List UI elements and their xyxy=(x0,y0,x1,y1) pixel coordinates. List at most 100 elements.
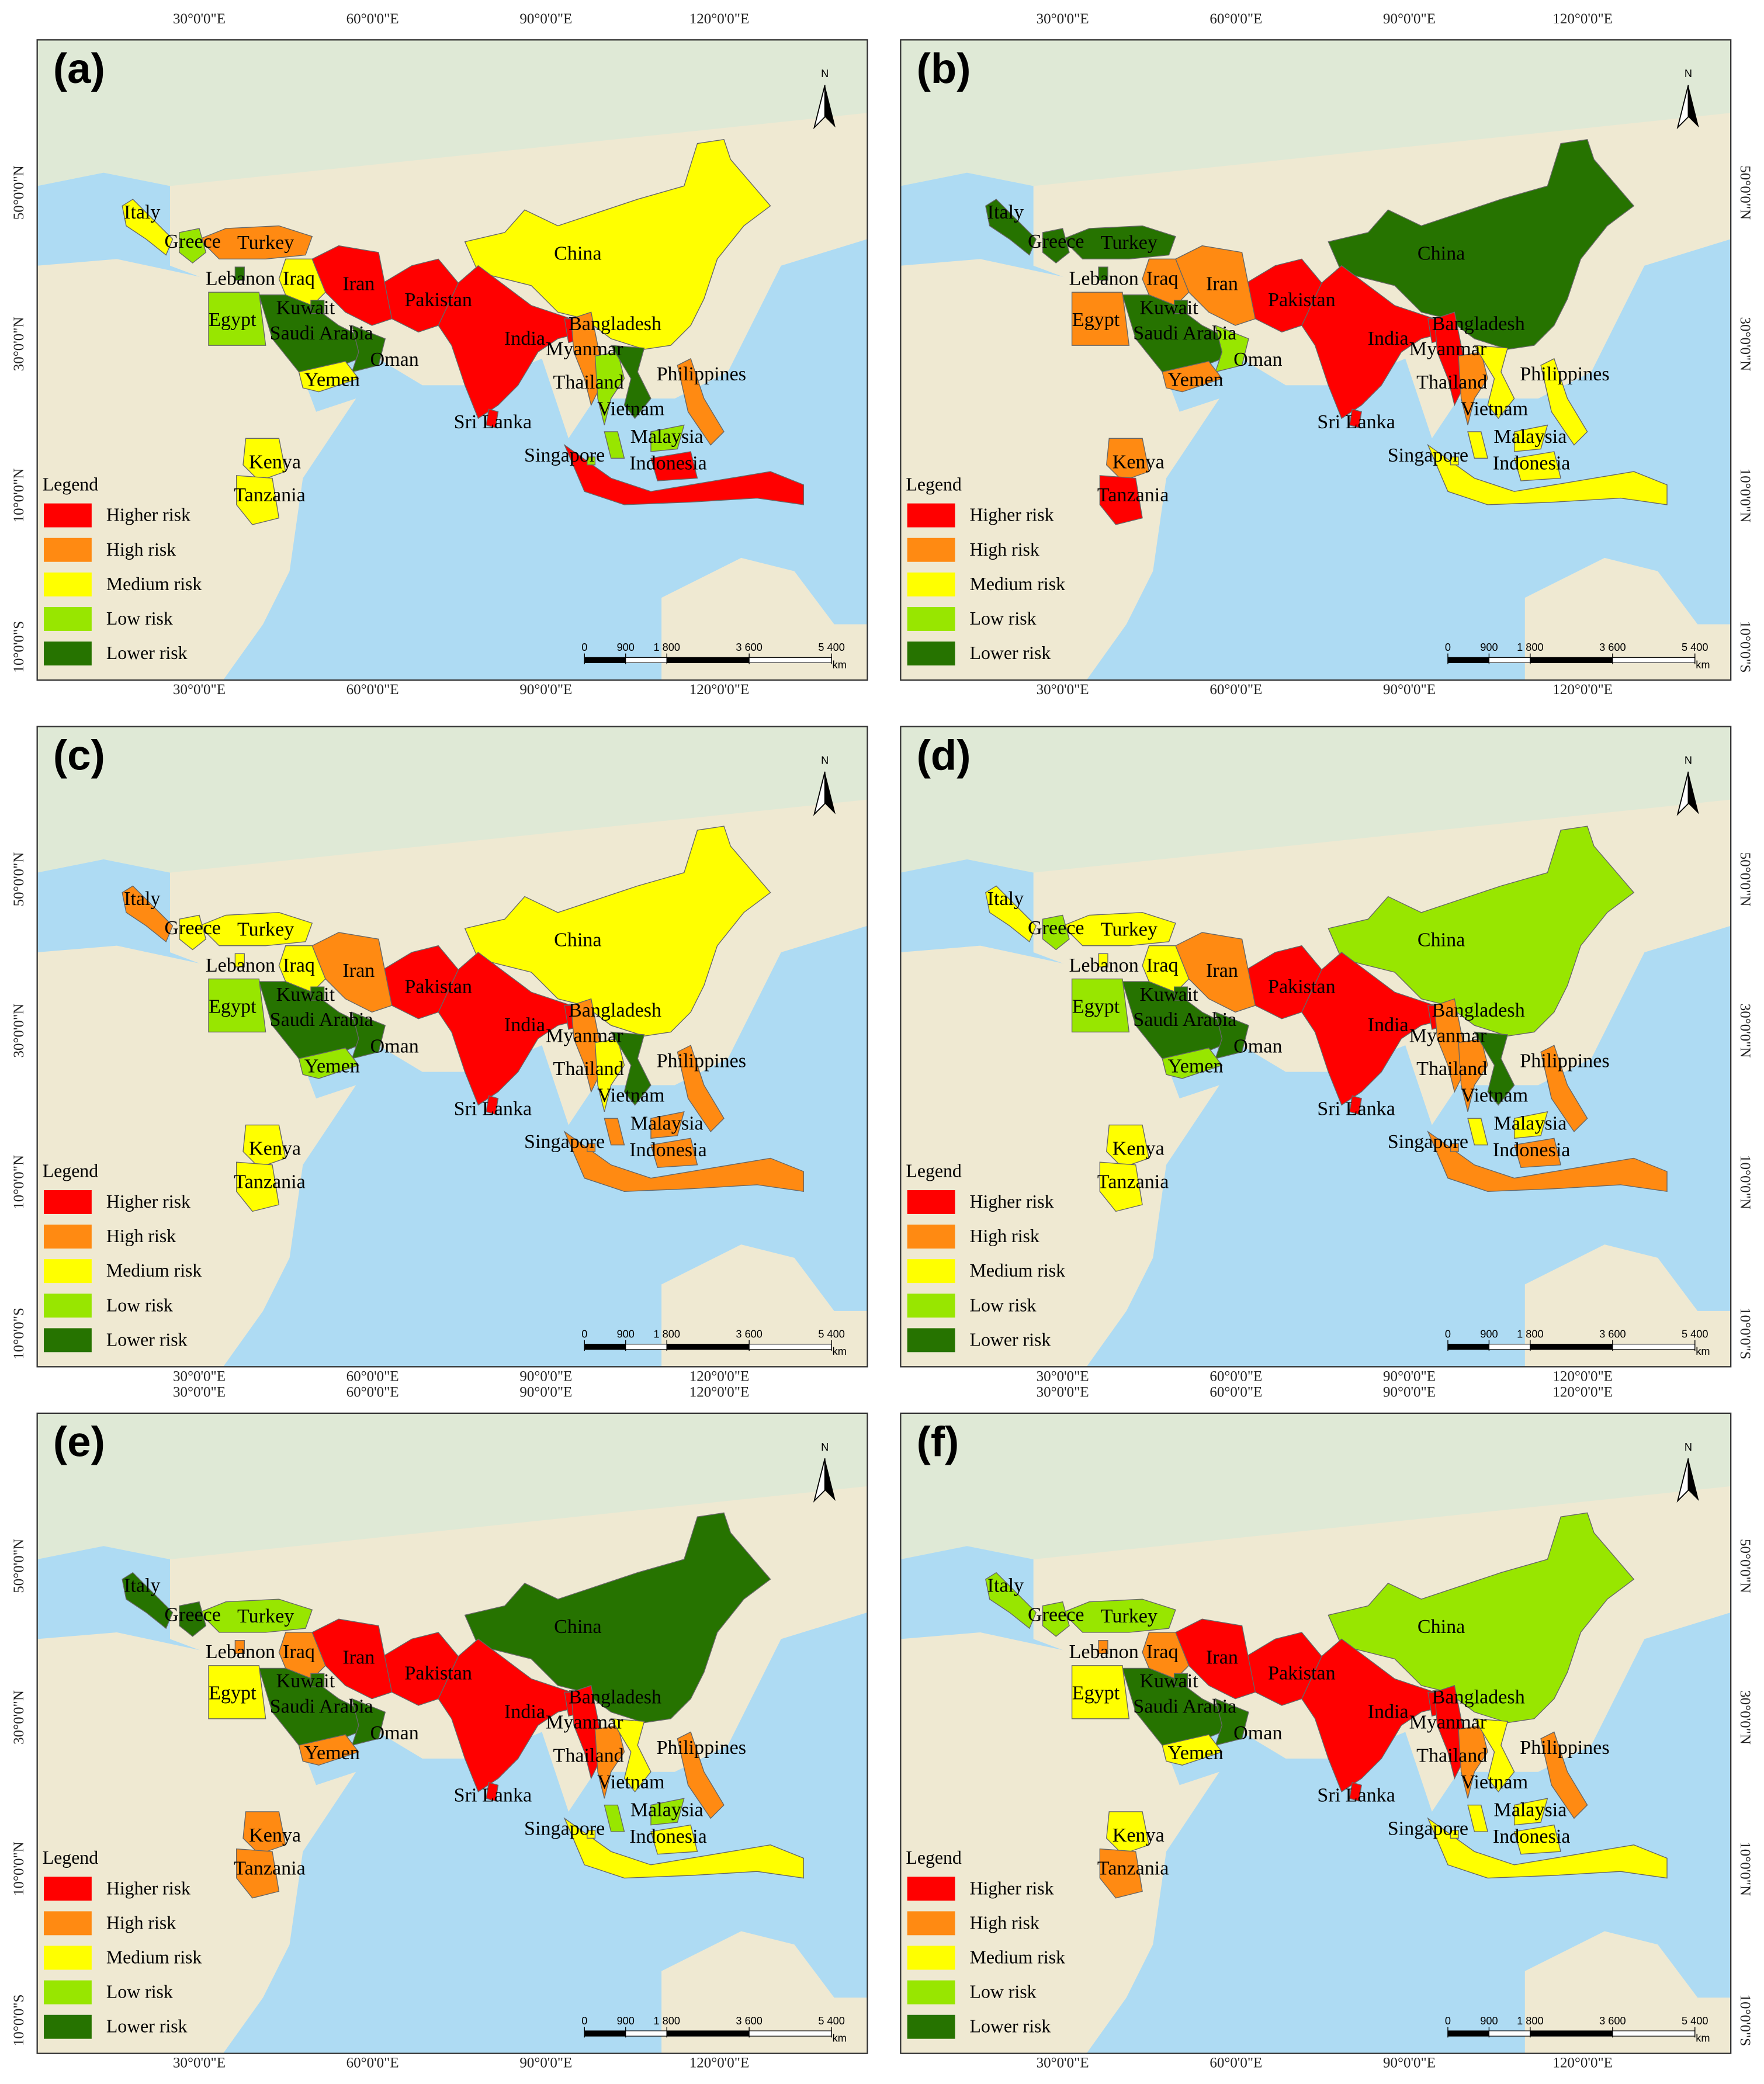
y-tick-label: 10°0'0"S xyxy=(1737,621,1753,673)
country-shape xyxy=(1215,324,1249,373)
country-label: Vietnam xyxy=(1461,1085,1528,1107)
legend-label: Medium risk xyxy=(106,1260,202,1281)
country-shape xyxy=(985,1572,1037,1629)
country-shape xyxy=(1062,912,1176,946)
country-label: Iran xyxy=(342,960,375,982)
country-shape xyxy=(1042,914,1070,951)
country-shape xyxy=(208,978,266,1033)
y-tick-label: 30°0'0"N xyxy=(11,1690,27,1745)
country-label: Bangladesh xyxy=(1432,313,1525,335)
x-tick-label: 60°0'0"E xyxy=(346,11,399,27)
map-body xyxy=(900,1413,1731,2054)
x-tick-label: 90°0'0"E xyxy=(1383,2055,1436,2071)
legend-swatch xyxy=(907,1225,955,1249)
country-label: Iran xyxy=(1206,1646,1238,1668)
country-shape xyxy=(242,1811,286,1855)
north-arrow xyxy=(813,1458,826,1503)
country-shape xyxy=(677,358,725,446)
north-arrow xyxy=(1688,85,1699,128)
country-label: Pakistan xyxy=(1268,1663,1336,1684)
country-shape xyxy=(985,885,1037,942)
country-label: Turkey xyxy=(237,1606,294,1627)
country-label: Lebanon xyxy=(1069,268,1139,290)
country-shape xyxy=(1474,345,1515,419)
country-label: Thailand xyxy=(1416,372,1487,393)
country-shape xyxy=(464,139,771,350)
scale-unit: km xyxy=(833,2032,847,2044)
scale-segment xyxy=(666,657,750,664)
y-tick-label: 10°0'0"S xyxy=(11,621,27,673)
legend-swatch xyxy=(907,1946,955,1970)
panel-label: (e) xyxy=(53,1419,105,1466)
legend-label: High risk xyxy=(106,1912,176,1933)
country-shape xyxy=(1301,1638,1449,1792)
country-label: Greece xyxy=(164,917,221,939)
legend-label: Lower risk xyxy=(106,1329,188,1350)
land xyxy=(661,1244,868,1367)
scale-unit: km xyxy=(1696,1346,1710,1357)
x-tick-label: 30°0'0"E xyxy=(173,2055,226,2071)
scale-segment xyxy=(666,1344,750,1350)
country-shape xyxy=(179,228,207,264)
north-arrow xyxy=(824,85,836,128)
legend-swatch xyxy=(44,1946,92,1970)
country-label: Lebanon xyxy=(1069,955,1139,976)
country-label: Saudi Arabia xyxy=(270,323,373,344)
country-label: Egypt xyxy=(209,996,257,1017)
country-label: Yemen xyxy=(1167,1742,1223,1764)
legend-swatch xyxy=(44,1190,92,1214)
panel-label: (b) xyxy=(917,45,971,92)
country-label: Egypt xyxy=(209,1683,257,1704)
country-shape xyxy=(1099,1848,1143,1899)
country-label: Greece xyxy=(1028,1604,1084,1626)
country-label: Vietnam xyxy=(597,398,664,419)
country-shape xyxy=(310,300,325,314)
country-label: Philippines xyxy=(657,1050,746,1072)
panel-label: (f) xyxy=(917,1419,959,1466)
x-tick-label: 120°0'0"E xyxy=(1552,1385,1612,1400)
y-tick-label: 50°0'0"N xyxy=(11,165,27,220)
y-tick-label: 50°0'0"N xyxy=(1737,165,1753,220)
legend-swatch xyxy=(44,1259,92,1284)
country-label: Oman xyxy=(370,349,419,370)
country-shape xyxy=(1173,1673,1188,1687)
scale-segment xyxy=(1530,657,1613,664)
legend-title: Legend xyxy=(43,1161,98,1181)
scale-segment xyxy=(584,657,626,664)
country-shape xyxy=(242,438,286,481)
scale-segment xyxy=(1530,2030,1613,2037)
map-body xyxy=(900,726,1731,1367)
legend-label: Higher risk xyxy=(106,505,190,525)
country-shape xyxy=(1098,1639,1108,1655)
country-label: Bangladesh xyxy=(569,1686,661,1708)
scale-segment xyxy=(1612,2030,1696,2037)
scale-label: 900 xyxy=(1480,2015,1498,2027)
country-label: Vietnam xyxy=(1461,1771,1528,1793)
x-tick-label: 30°0'0"E xyxy=(1037,11,1089,27)
country-label: Yemen xyxy=(1167,1056,1223,1077)
scale-segment xyxy=(1488,1344,1531,1350)
country-shape xyxy=(198,225,313,260)
country-label: Iran xyxy=(1206,273,1238,295)
country-shape xyxy=(1105,1124,1150,1168)
country-label: Kuwait xyxy=(1139,1670,1198,1692)
country-shape xyxy=(587,1830,596,1839)
country-shape xyxy=(179,914,207,951)
scale-label: 0 xyxy=(581,2015,587,2027)
map-body xyxy=(37,1413,868,2054)
legend-label: Low risk xyxy=(106,1295,173,1315)
x-tick-label: 120°0'0"E xyxy=(689,11,749,27)
country-label: Saudi Arabia xyxy=(1133,323,1236,344)
country-label: Oman xyxy=(1233,1036,1282,1057)
country-shape xyxy=(1450,1830,1459,1839)
country-shape xyxy=(1071,292,1130,346)
country-label: Turkey xyxy=(1101,232,1157,254)
country-label: Yemen xyxy=(304,1742,360,1764)
land xyxy=(661,1931,868,2054)
x-tick-label: 30°0'0"E xyxy=(1037,2055,1089,2071)
legend-swatch xyxy=(907,2014,955,2039)
country-label: Kenya xyxy=(1113,1138,1165,1160)
